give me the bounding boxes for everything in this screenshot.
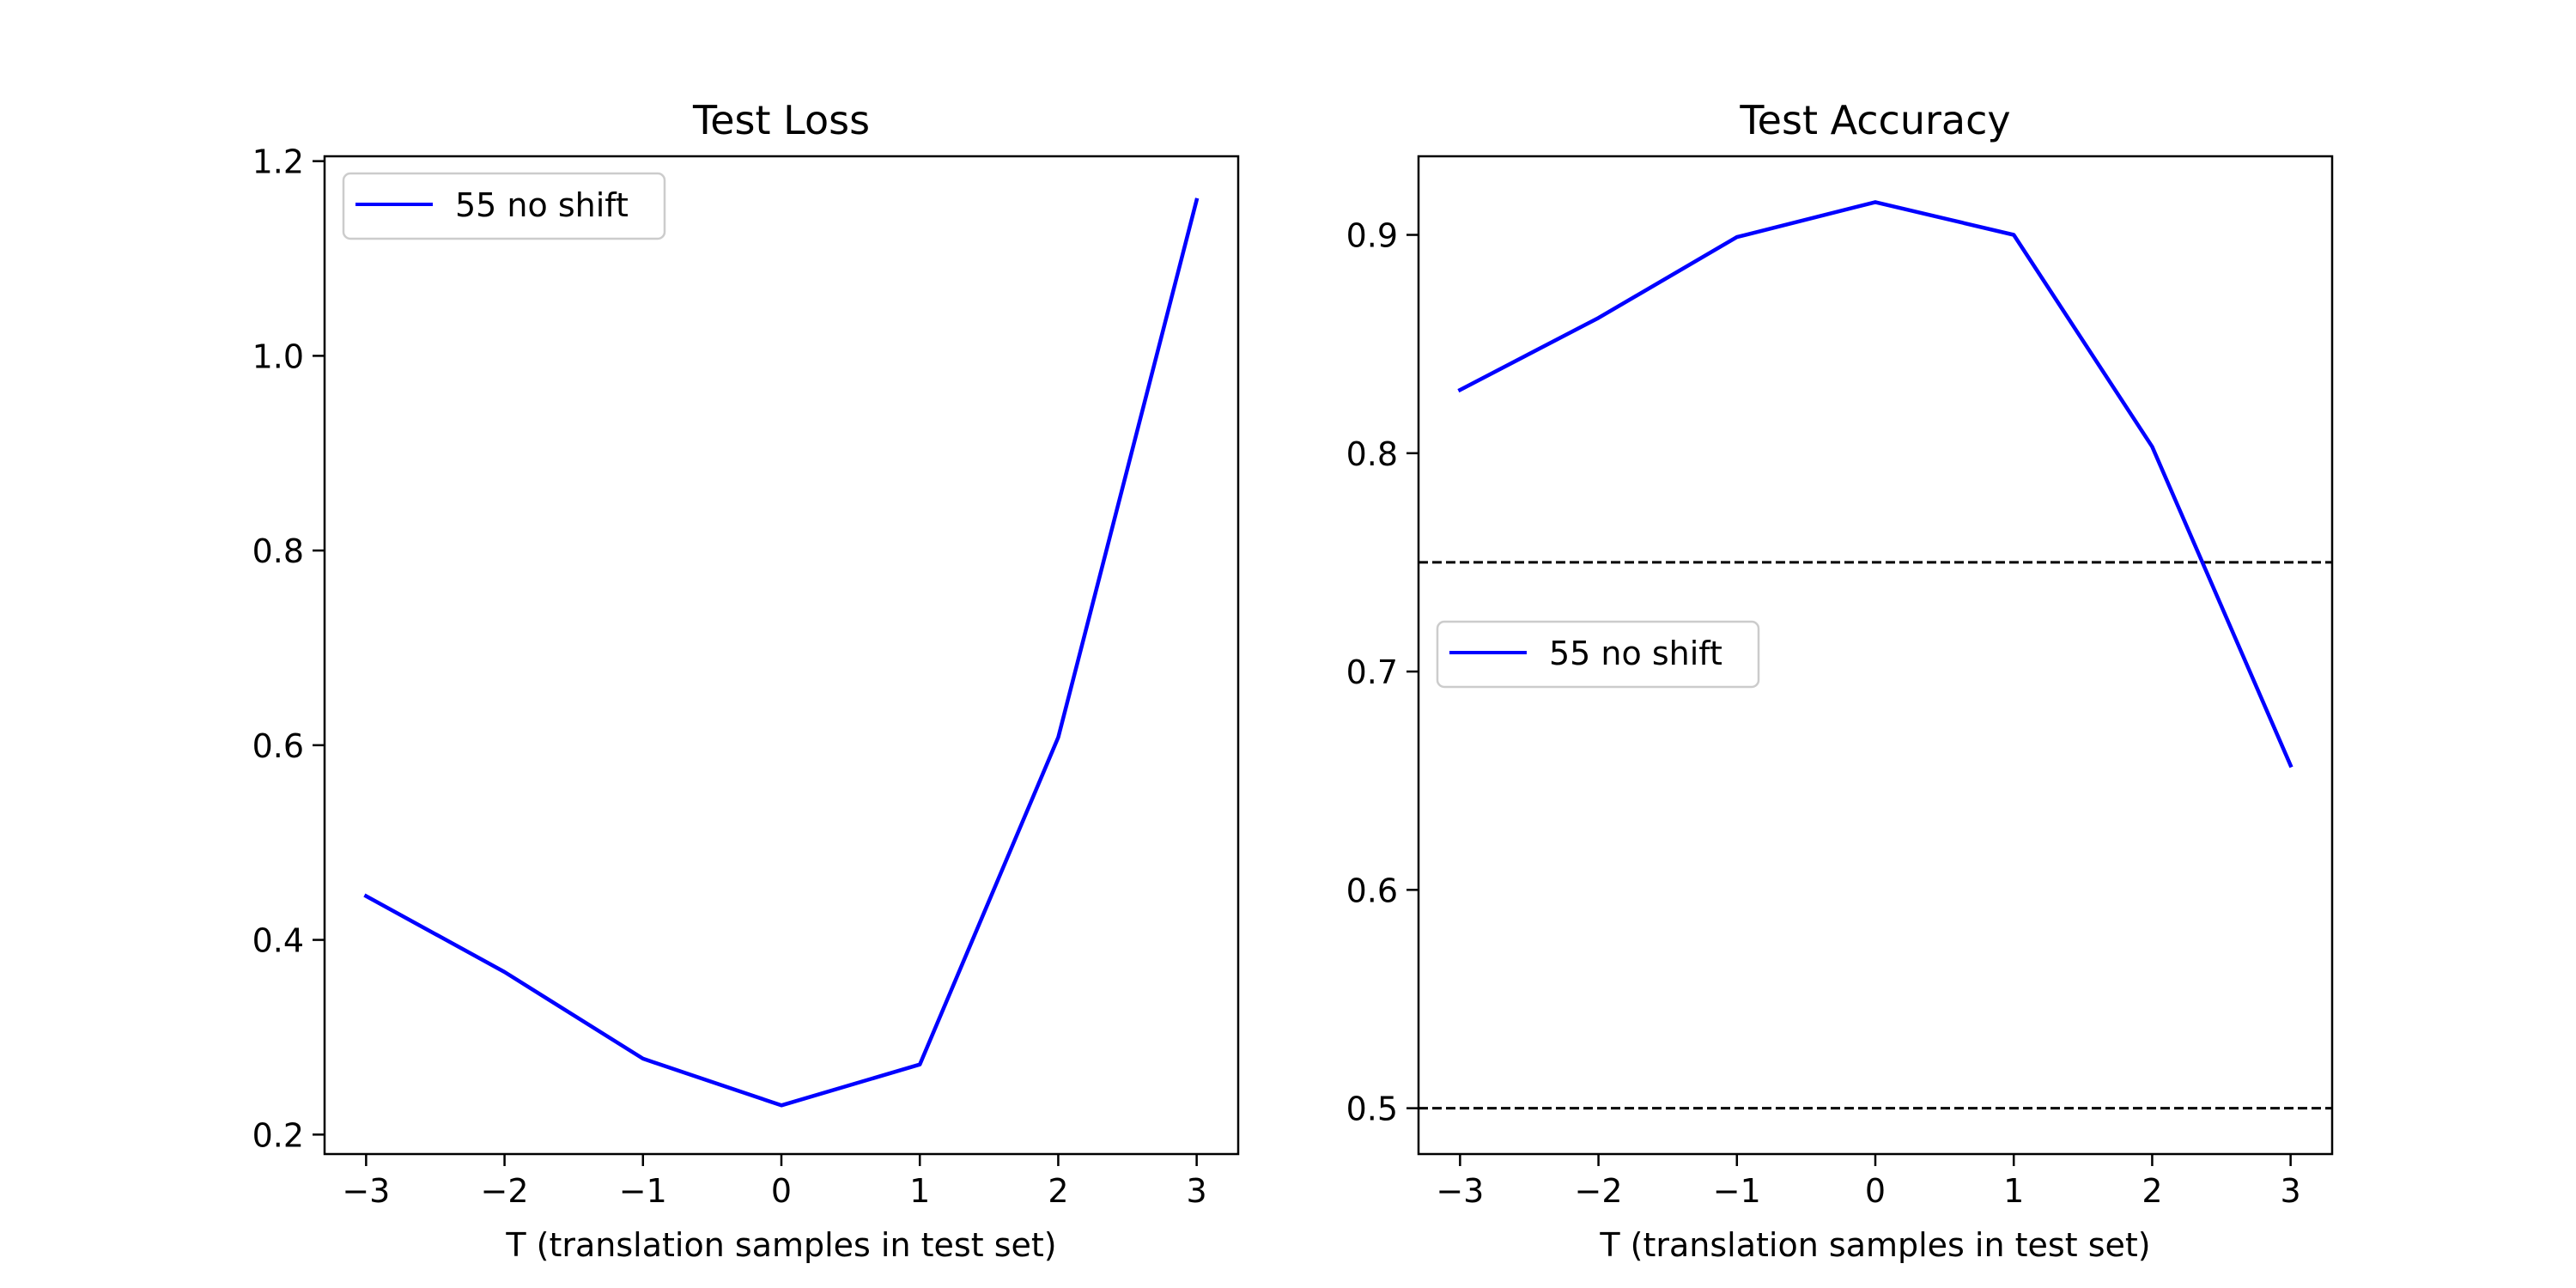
test-accuracy-x-tick-label: −1 bbox=[1713, 1172, 1761, 1210]
test-accuracy-legend-label: 55 no shift bbox=[1549, 635, 1722, 672]
test-accuracy-marks: −3 −2 −1 0 1 2 3 0.5 0.6 0.7 0.8 0.9 bbox=[1346, 200, 2332, 1210]
test-accuracy-y-tick-label: 0.7 bbox=[1346, 653, 1398, 691]
test-accuracy-series-line-0 bbox=[1457, 200, 2293, 769]
test-accuracy-x-tick-label: −2 bbox=[1575, 1172, 1623, 1210]
test-accuracy-x-tick-label: 3 bbox=[2281, 1172, 2301, 1210]
test-accuracy-panel: Test Accuracy −3 −2 −1 0 1 2 30.50.60.70.80.9 … bbox=[1346, 97, 2334, 1264]
test-loss-panel: Test Loss −3 −2 −1 0 1 2 3 0.2 0.4 0.6 0.8 1.0 1.2 T… bbox=[252, 97, 1240, 1264]
test-accuracy-x-axis-label: T (translation samples in test set) bbox=[1599, 1226, 2150, 1264]
test-accuracy-y-tick-label: 0.5 bbox=[1346, 1091, 1398, 1128]
test-loss-marks: −3 −2 −1 0 1 2 3 0.2 0.4 0.6 0.8 1.0 1.2 bbox=[252, 143, 1207, 1210]
test-accuracy-x-tick-label: 2 bbox=[2142, 1172, 2162, 1210]
test-loss-y-tick-label: 0.6 bbox=[252, 727, 304, 765]
test-loss-y-tick-label: 1.2 bbox=[252, 143, 304, 181]
test-accuracy-x-tick-label: −3 bbox=[1436, 1172, 1484, 1210]
test-loss-y-tick-label: 0.8 bbox=[252, 532, 304, 570]
test-loss-x-tick-label: −3 bbox=[342, 1172, 390, 1210]
test-loss-x-axis-label: T (translation samples in test set) bbox=[505, 1226, 1056, 1264]
test-loss-x-tick-label: 2 bbox=[1048, 1172, 1068, 1210]
test-loss-legend-label: 55 no shift bbox=[455, 186, 629, 224]
test-accuracy-y-tick-label: 0.9 bbox=[1346, 217, 1398, 255]
test-accuracy-legend-box bbox=[1436, 620, 1760, 689]
test-loss-x-tick-label: 0 bbox=[771, 1172, 792, 1210]
test-accuracy-axes-frame bbox=[1417, 155, 2334, 1156]
test-accuracy-title: Test Accuracy bbox=[1739, 97, 2010, 143]
test-accuracy-y-tick-label: 0.8 bbox=[1346, 435, 1398, 473]
test-loss-x-tick-label: 1 bbox=[909, 1172, 930, 1210]
test-accuracy-x-tick-label: 0 bbox=[1865, 1172, 1886, 1210]
test-loss-legend-box bbox=[342, 172, 666, 240]
test-loss-axes-frame bbox=[323, 155, 1240, 1156]
test-loss-y-tick-label: 0.4 bbox=[252, 922, 304, 960]
test-loss-x-tick-label: 3 bbox=[1187, 1172, 1207, 1210]
test-loss-x-tick-label: −2 bbox=[481, 1172, 529, 1210]
test-loss-legend: 55 no shift bbox=[342, 172, 666, 240]
test-accuracy-legend: 55 no shift bbox=[1436, 620, 1760, 689]
test-loss-y-tick-label: 1.0 bbox=[252, 337, 304, 375]
test-loss-y-tick-label: 0.2 bbox=[252, 1116, 304, 1154]
test-accuracy-x-tick-label: 1 bbox=[2003, 1172, 2024, 1210]
test-loss-x-tick-label: −1 bbox=[619, 1172, 667, 1210]
test-accuracy-y-tick-label: 0.6 bbox=[1346, 872, 1398, 909]
test-loss-title: Test Loss bbox=[692, 97, 870, 143]
test-loss-series-line-0 bbox=[363, 197, 1200, 1108]
